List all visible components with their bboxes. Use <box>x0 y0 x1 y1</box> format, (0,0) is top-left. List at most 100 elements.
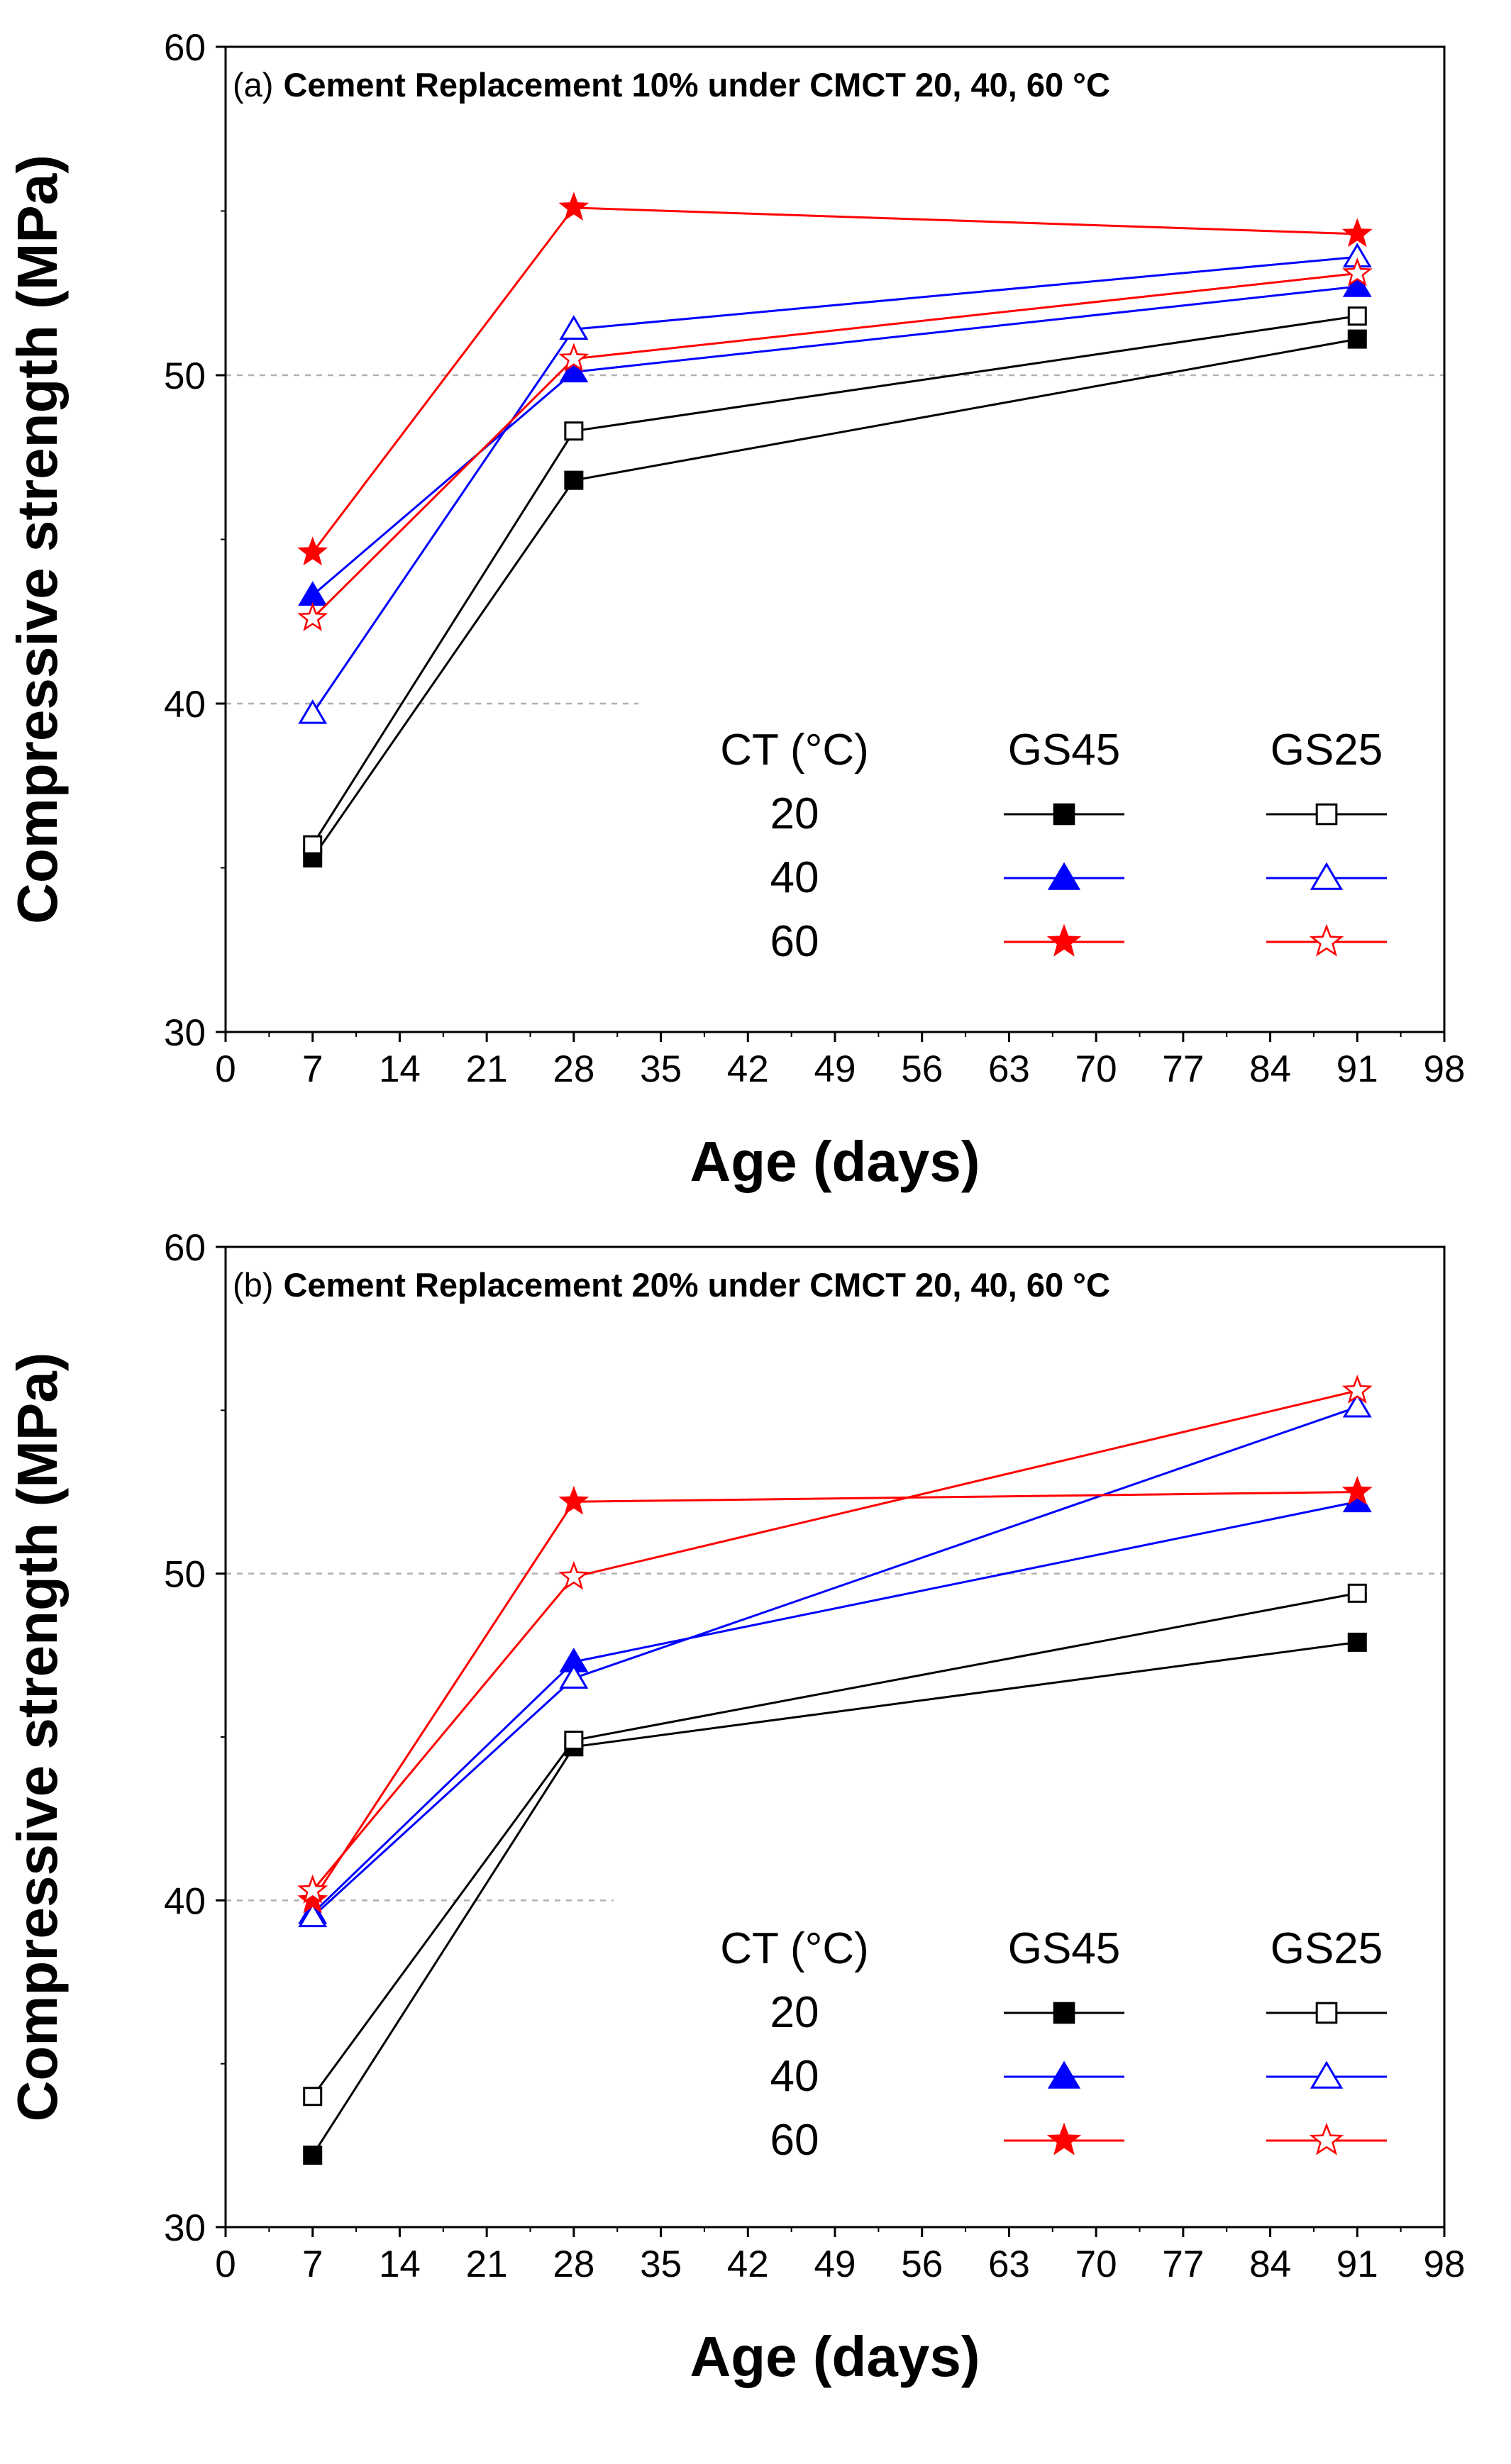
y-tick-label: 50 <box>164 1554 206 1596</box>
data-point <box>297 536 328 566</box>
data-point <box>1342 272 1372 297</box>
x-tick-label: 21 <box>466 2243 508 2285</box>
data-point <box>303 2087 323 2107</box>
panel-label: (a) <box>233 66 273 104</box>
x-tick-label: 14 <box>379 1048 421 1090</box>
x-axis-title: Age (days) <box>690 1130 980 1193</box>
series-gs45-20 <box>303 329 1367 868</box>
data-point <box>1342 1392 1372 1418</box>
series-line <box>311 206 1358 553</box>
series-gs25-60 <box>297 1375 1373 1904</box>
data-point <box>1347 1632 1367 1652</box>
data-point <box>559 315 589 340</box>
data-point <box>564 1731 584 1750</box>
legend-marker <box>1315 2002 1338 2024</box>
y-tick-label: 30 <box>164 1012 206 1054</box>
legend-marker <box>1315 803 1338 826</box>
y-axis-title: Compressive strength (MPa) <box>6 155 69 924</box>
x-tick-label: 70 <box>1075 1048 1117 1090</box>
data-point <box>559 1664 589 1689</box>
series-gs45-60 <box>297 1475 1373 1914</box>
legend-marker <box>1053 2002 1075 2024</box>
data-point <box>1347 306 1367 326</box>
panel-title: (b) Cement Replacement 20% under CMCT 20,… <box>233 1266 1110 1304</box>
plot-frame <box>224 1245 1446 2229</box>
chart-panel-a: 0 7 14 21 28 35 42 49 56 63 70 77 84 91 98 30 40 50 60 Age … <box>6 27 1465 1193</box>
x-tick-label: 28 <box>553 2243 594 2285</box>
y-tick-label: 40 <box>164 684 206 726</box>
legend-marker <box>1046 2122 1082 2155</box>
legend-marker <box>1310 2060 1344 2089</box>
series-gs45-40 <box>298 1487 1372 1924</box>
plot-frame <box>224 45 1446 1033</box>
data-point <box>559 357 589 383</box>
x-tick-label: 91 <box>1336 2243 1378 2285</box>
series-line <box>311 1641 1358 2156</box>
series-gs25-20 <box>303 1583 1367 2107</box>
series-gs25-40 <box>298 1392 1372 1928</box>
y-tick-label: 50 <box>164 355 206 397</box>
x-tick-label: 0 <box>215 1048 236 1090</box>
legend-marker <box>1309 923 1344 957</box>
data-point <box>303 2146 323 2165</box>
series-line <box>311 1592 1358 2097</box>
legend-marker <box>1053 803 1075 826</box>
data-point <box>303 835 323 855</box>
legend-header-gs25: GS25 <box>1271 1924 1383 1973</box>
legend-marker <box>1047 2060 1081 2089</box>
legend-header-gs25: GS25 <box>1271 726 1383 775</box>
x-tick-label: 56 <box>901 1048 943 1090</box>
data-point <box>297 602 328 631</box>
panel-label: (b) <box>233 1266 273 1304</box>
x-tick-label: 49 <box>814 2243 856 2285</box>
series-line <box>311 1389 1358 1892</box>
series-gs25-20 <box>303 306 1367 855</box>
chart-panel-b: 0 7 14 21 28 35 42 49 56 63 70 77 84 91 98 30 40 50 60 Age … <box>6 1227 1465 2388</box>
data-point <box>558 1560 590 1590</box>
legend: CT (°C) GS45 GS25 20 40 60 <box>720 726 1387 966</box>
x-tick-label: 56 <box>901 2243 943 2285</box>
x-tick-label: 63 <box>988 2243 1030 2285</box>
y-tick-label: 60 <box>164 27 206 69</box>
data-point <box>298 699 328 724</box>
legend-row-label: 60 <box>770 917 819 966</box>
legend-marker <box>1046 923 1082 957</box>
x-tick-label: 14 <box>379 2243 421 2285</box>
series-line <box>311 255 1358 714</box>
x-tick-label: 28 <box>553 1048 594 1090</box>
data-point <box>1341 1475 1373 1505</box>
legend-marker <box>1310 862 1344 890</box>
data-point <box>1347 1583 1367 1603</box>
x-tick-label: 98 <box>1424 1048 1466 1090</box>
y-tick-label: 60 <box>164 1227 206 1269</box>
x-tick-label: 7 <box>302 2243 323 2285</box>
series-gs45-40 <box>298 272 1372 606</box>
series-gs25-40 <box>298 243 1372 724</box>
y-tick-label: 40 <box>164 1880 206 1922</box>
x-tick-label: 35 <box>640 1048 682 1090</box>
data-point <box>1341 257 1373 287</box>
data-point <box>558 343 590 372</box>
data-point <box>558 1485 590 1515</box>
legend-row-label: 60 <box>770 2116 819 2165</box>
data-point <box>298 1902 328 1928</box>
legend-row-label: 40 <box>770 2052 819 2101</box>
legend-marker <box>1309 2122 1344 2155</box>
legend-header-ct: CT (°C) <box>720 726 869 775</box>
legend-marker <box>1047 862 1081 890</box>
x-tick-label: 49 <box>814 1048 856 1090</box>
legend-header-gs45: GS45 <box>1008 726 1121 775</box>
series-line <box>311 1500 1358 1914</box>
x-axis-title: Age (days) <box>690 2325 980 2388</box>
y-axis-title: Compressive strength (MPa) <box>6 1353 69 2122</box>
data-point <box>1347 329 1367 349</box>
x-tick-label: 35 <box>640 2243 682 2285</box>
data-point <box>297 1884 328 1914</box>
x-tick-label: 84 <box>1249 1048 1291 1090</box>
series-gs45-20 <box>303 1632 1367 2165</box>
data-point <box>1341 218 1373 248</box>
panel-title-text: Cement Replacement 20% under CMCT 20, 40… <box>283 1266 1109 1304</box>
series-gs45-60 <box>297 192 1373 566</box>
x-tick-label: 7 <box>302 1048 323 1090</box>
